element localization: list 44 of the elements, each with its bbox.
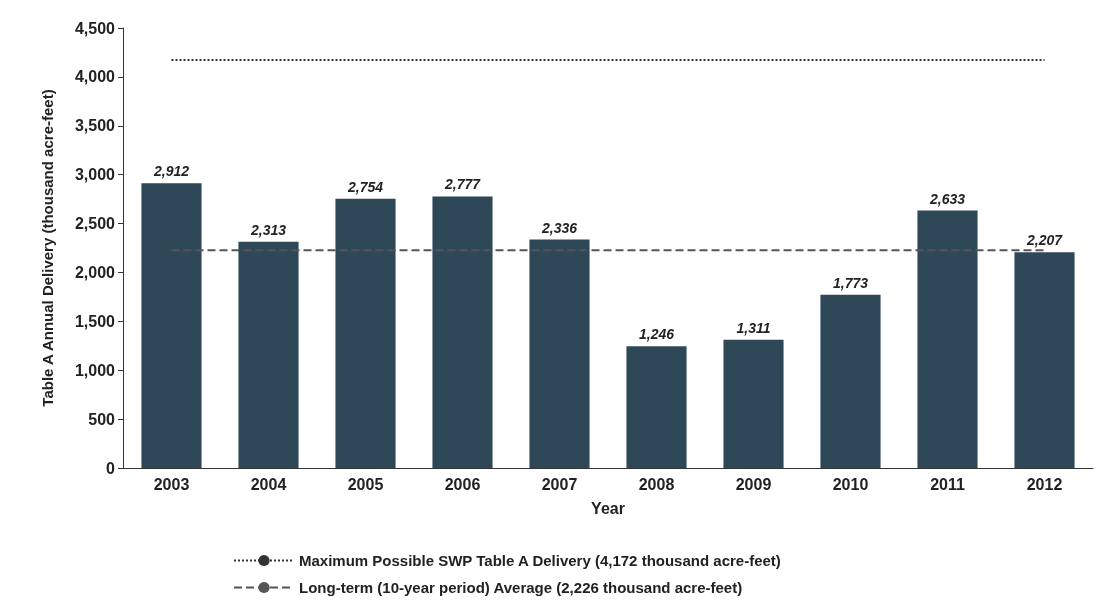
data-label: 1,246 bbox=[638, 326, 675, 343]
data-label: 2,912 bbox=[152, 163, 190, 180]
x-tick-label: 2010 bbox=[832, 475, 869, 493]
y-tick-label: 0 bbox=[106, 459, 116, 477]
data-label: 1,773 bbox=[832, 274, 869, 291]
bar bbox=[1014, 252, 1075, 468]
x-tick-label: 2007 bbox=[541, 475, 578, 493]
y-tick-label: 500 bbox=[88, 410, 116, 428]
bar bbox=[335, 198, 396, 468]
legend-label: Maximum Possible SWP Table A Delivery (4,172 thousand acre-feet) bbox=[299, 552, 781, 569]
x-tick-label: 2006 bbox=[444, 475, 481, 493]
bar bbox=[238, 241, 299, 468]
y-tick-label: 3,000 bbox=[74, 166, 116, 184]
data-label: 2,777 bbox=[443, 176, 482, 193]
bar bbox=[917, 210, 978, 468]
bar bbox=[141, 183, 202, 468]
x-tick-label: 2011 bbox=[930, 475, 965, 493]
y-tick-label: 3,500 bbox=[74, 117, 116, 135]
y-axis-title: Table A Annual Delivery (thousand acre-feet) bbox=[39, 89, 56, 407]
y-tick-label: 2,500 bbox=[74, 215, 116, 233]
y-tick-label: 1,000 bbox=[74, 361, 116, 379]
x-axis-title: Year bbox=[591, 499, 625, 517]
x-tick-label: 2005 bbox=[347, 475, 384, 493]
data-label: 2,207 bbox=[1025, 232, 1064, 249]
bar bbox=[529, 239, 590, 468]
y-tick-label: 2,000 bbox=[74, 263, 116, 281]
bar bbox=[432, 196, 493, 468]
bar bbox=[820, 294, 881, 468]
x-tick-label: 2009 bbox=[735, 475, 772, 493]
x-tick-label: 2012 bbox=[1026, 475, 1063, 493]
x-tick-label: 2003 bbox=[153, 475, 190, 493]
bar bbox=[723, 339, 784, 468]
bar bbox=[626, 346, 687, 468]
y-tick-label: 1,500 bbox=[74, 312, 116, 330]
data-label: 2,633 bbox=[928, 190, 966, 207]
y-tick-label: 4,000 bbox=[74, 68, 116, 86]
legend-label: Long-term (10-year period) Average (2,226 thousand acre-feet) bbox=[299, 579, 743, 596]
data-label: 2,754 bbox=[346, 178, 384, 195]
data-label: 2,313 bbox=[249, 221, 287, 238]
x-tick-label: 2008 bbox=[638, 475, 675, 493]
x-tick-label: 2004 bbox=[250, 475, 287, 493]
data-label: 1,311 bbox=[736, 319, 771, 336]
data-label: 2,336 bbox=[540, 219, 578, 236]
y-tick-label: 4,500 bbox=[74, 19, 116, 37]
